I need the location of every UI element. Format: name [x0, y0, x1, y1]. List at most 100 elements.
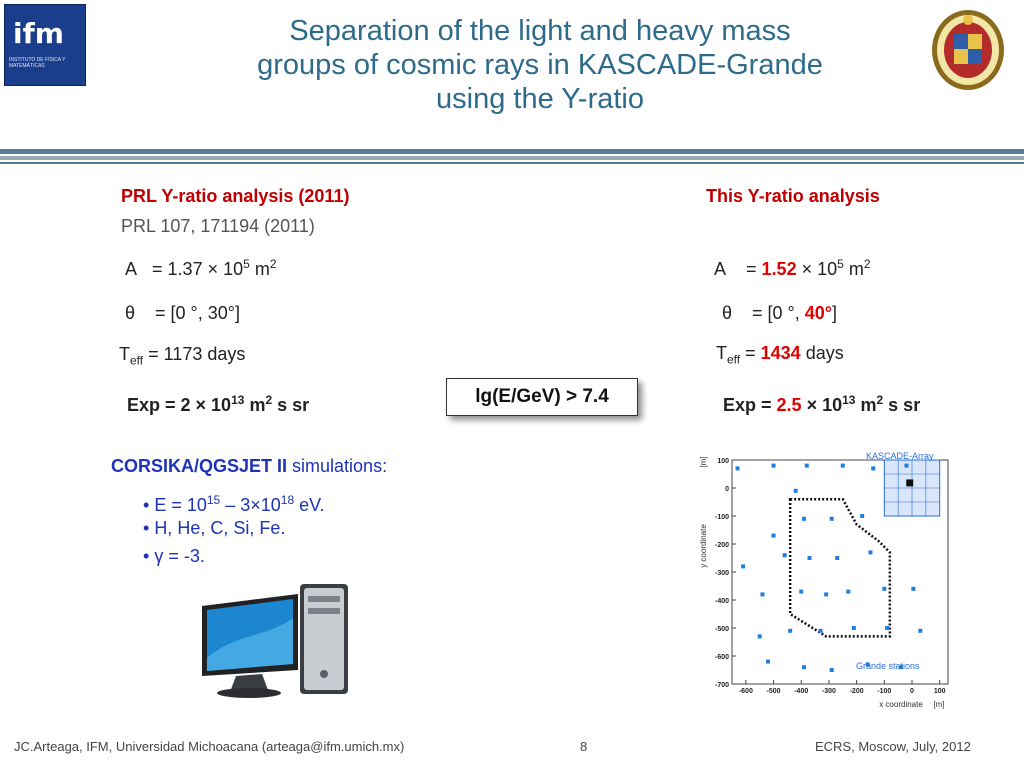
- header-divider-top: [0, 149, 1024, 154]
- footer-conference: ECRS, Moscow, July, 2012: [815, 739, 971, 754]
- right-theta-row: θ = [0 °, 40°]: [722, 303, 837, 324]
- y-tick-label: -600: [715, 654, 729, 661]
- y-tick-label: 0: [725, 486, 729, 493]
- right-area-unit-exp: 2: [863, 257, 871, 271]
- grande-station: [904, 463, 909, 468]
- grande-station: [771, 533, 776, 538]
- grande-station: [788, 628, 793, 633]
- left-teff-sub: eff: [130, 353, 144, 368]
- list-item: • H, He, C, Si, Fe.: [143, 518, 286, 538]
- right-area-label: A: [714, 259, 727, 279]
- right-area-eq: =: [746, 259, 762, 279]
- right-exposure-unit: m: [855, 395, 877, 415]
- x-axis-label: x coordinate: [879, 700, 923, 709]
- university-seal: [930, 8, 1006, 92]
- y-tick-label: -700: [715, 682, 729, 689]
- title-line-3: using the Y-ratio: [436, 83, 644, 115]
- grande-station: [818, 628, 823, 633]
- x-axis-unit: [m]: [933, 700, 944, 709]
- left-exposure-unit: m: [244, 395, 266, 415]
- y-tick-label: -500: [715, 626, 729, 633]
- right-teff-post: days: [800, 343, 844, 363]
- left-teff-row: Teff = 1173 days: [119, 344, 245, 368]
- left-area-unit: m: [249, 259, 270, 279]
- simulations-list: • E = 1015 – 3×1018 eV. • H, He, C, Si, …: [143, 486, 325, 570]
- left-theta-row: θ = [0 °, 30°]: [125, 303, 240, 324]
- footer-author: JC.Arteaga, IFM, Universidad Michoacana …: [14, 739, 405, 754]
- ifm-logo-text: ifm: [13, 17, 64, 50]
- right-area-row: A = 1.52 × 105 m2: [714, 257, 871, 280]
- primaries-text: H, He, C, Si, Fe.: [154, 518, 286, 538]
- left-exposure-unit-exp: 2: [265, 393, 273, 407]
- y-axis-unit: [m]: [699, 456, 708, 467]
- grande-station: [757, 634, 762, 639]
- x-tick-label: -500: [767, 688, 781, 695]
- grande-station: [882, 586, 887, 591]
- left-teff-T: T: [119, 344, 130, 364]
- grande-station: [802, 516, 806, 521]
- grande-station: [782, 553, 787, 558]
- left-teff-value: = 1173 days: [143, 344, 246, 364]
- left-exposure-tail: s sr: [272, 395, 310, 415]
- left-reference: PRL 107, 171194 (2011): [121, 216, 315, 236]
- energy-range-mid: – 3×10: [220, 495, 281, 515]
- y-tick-label: -300: [715, 570, 729, 577]
- y-tick-label: -400: [715, 598, 729, 605]
- x-tick-label: 0: [910, 688, 914, 695]
- left-area-row: A = 1.37 × 105 m2: [125, 257, 277, 280]
- x-tick-label: -300: [822, 688, 836, 695]
- grande-station: [799, 589, 804, 594]
- grande-station: [735, 466, 740, 471]
- grande-station: [840, 463, 845, 468]
- right-exposure-exp: 13: [842, 393, 856, 407]
- grande-station: [865, 662, 870, 667]
- y-axis-label: y coordinate: [699, 524, 708, 568]
- energy-cut-box: lg(E/GeV) > 7.4: [446, 378, 638, 416]
- right-area-times: × 10: [796, 259, 838, 279]
- right-theta-post: ]: [832, 303, 838, 323]
- grande-station: [766, 659, 770, 664]
- left-theta-value: = [0 °, 30°]: [155, 303, 240, 323]
- grande-station: [741, 564, 746, 569]
- grande-stations-label: Grande stations: [856, 661, 920, 671]
- header-divider-middle: [0, 156, 1024, 160]
- energy-range-exp1: 15: [206, 493, 221, 507]
- simulations-heading-bold: CORSIKA/QGSJET II: [111, 456, 288, 476]
- ifm-logo-subtext: INSTITUTO DE FÍSICA Y MATEMÁTICAS: [9, 57, 66, 69]
- grande-station: [804, 463, 809, 468]
- right-teff-row: Teff = 1434 days: [716, 343, 844, 367]
- x-tick-label: -400: [794, 688, 808, 695]
- central-detector: [906, 479, 914, 487]
- right-teff-highlight: 1434: [760, 343, 801, 363]
- slide-title: Separation of the light and heavy mass g…: [170, 14, 910, 116]
- simulations-heading: CORSIKA/QGSJET II simulations:: [111, 456, 387, 477]
- title-line-2: groups of cosmic rays in KASCADE-Grande: [257, 49, 823, 81]
- energy-range-exp2: 18: [280, 493, 295, 507]
- list-item: • γ = -3.: [143, 546, 205, 566]
- right-exposure-pre: Exp =: [723, 395, 777, 415]
- fiducial-area: [788, 497, 892, 638]
- spectral-index-text: γ = -3.: [154, 546, 205, 566]
- grande-station: [868, 550, 873, 555]
- left-area-value: = 1.37 × 10: [152, 259, 244, 279]
- right-exposure-unit-exp: 2: [876, 393, 884, 407]
- grande-station: [835, 556, 840, 560]
- y-tick-label: 100: [717, 458, 729, 465]
- right-area-exp: 5: [837, 257, 844, 271]
- right-heading: This Y-ratio analysis: [706, 186, 880, 206]
- y-tick-label: -100: [715, 514, 729, 521]
- x-tick-label: 100: [934, 688, 946, 695]
- grande-station: [807, 556, 812, 560]
- x-tick-label: -600: [739, 688, 753, 695]
- x-tick-label: -200: [850, 688, 864, 695]
- grande-station: [885, 626, 890, 630]
- grande-station: [829, 516, 834, 521]
- computer-illustration: [196, 578, 356, 702]
- right-area-unit: m: [843, 259, 864, 279]
- left-area-exp: 5: [243, 257, 250, 271]
- energy-range-post: eV.: [294, 495, 325, 515]
- left-exposure-exp: 13: [231, 393, 245, 407]
- grande-station: [851, 626, 856, 630]
- energy-range-pre: E = 10: [154, 495, 207, 515]
- title-line-1: Separation of the light and heavy mass: [289, 15, 791, 47]
